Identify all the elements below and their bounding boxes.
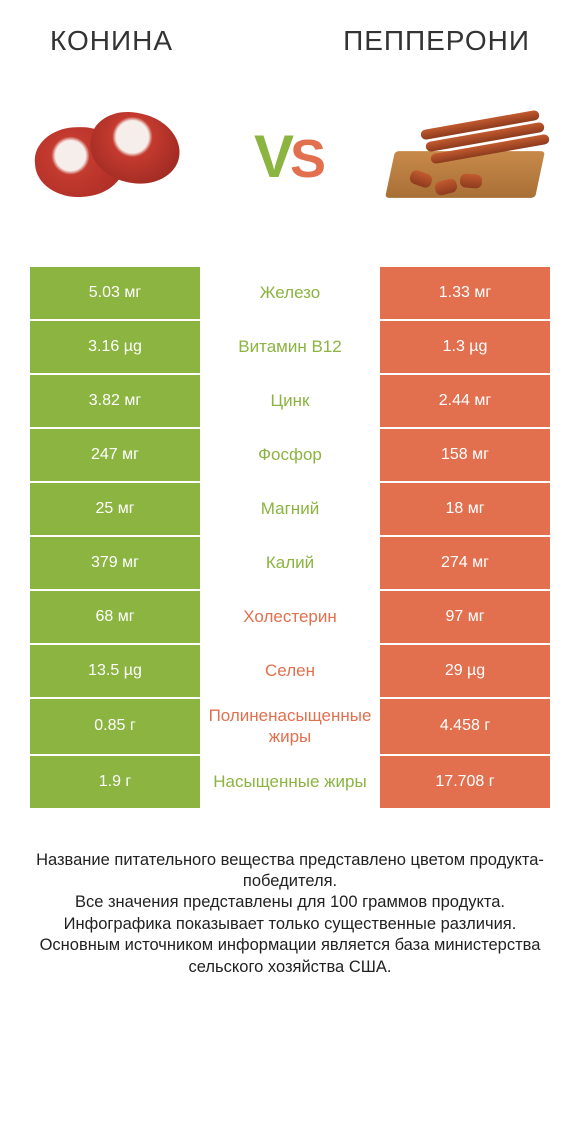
vs-s: S [290,132,326,186]
cell-left: 25 мг [30,483,200,535]
cell-left: 3.16 µg [30,321,200,373]
cell-right: 97 мг [380,591,550,643]
cell-left: 0.85 г [30,699,200,754]
cell-right: 158 мг [380,429,550,481]
cell-label: Насыщенные жиры [200,756,380,808]
steak-icon [35,107,195,207]
cell-left: 247 мг [30,429,200,481]
cell-left: 5.03 мг [30,267,200,319]
footer-line: Основным источником информации является … [25,935,555,978]
cell-left: 1.9 г [30,756,200,808]
cell-label: Калий [200,537,380,589]
title-right: ПЕППЕРОНИ [343,25,530,57]
cell-label: Селен [200,645,380,697]
cell-label: Цинк [200,375,380,427]
table-row: 1.9 гНасыщенные жиры17.708 г [30,756,550,808]
title-left: КОНИНА [50,25,173,57]
table-row: 379 мгКалий274 мг [30,537,550,589]
table-row: 3.16 µgВитамин B121.3 µg [30,321,550,373]
cell-right: 1.3 µg [380,321,550,373]
footer-line: Инфографика показывает только существенн… [25,914,555,935]
cell-right: 18 мг [380,483,550,535]
cell-label: Полиненасыщенные жиры [200,699,380,754]
cell-right: 29 µg [380,645,550,697]
footer-line: Название питательного вещества представл… [25,850,555,893]
cell-right: 4.458 г [380,699,550,754]
cell-right: 17.708 г [380,756,550,808]
table-row: 0.85 гПолиненасыщенные жиры4.458 г [30,699,550,754]
footer: Название питательного вещества представл… [0,810,580,979]
header: КОНИНА ПЕППЕРОНИ [0,0,580,67]
cell-label: Фосфор [200,429,380,481]
table-row: 25 мгМагний18 мг [30,483,550,535]
image-right [380,97,550,217]
footer-line: Все значения представлены для 100 граммо… [25,892,555,913]
cell-left: 3.82 мг [30,375,200,427]
cell-right: 1.33 мг [380,267,550,319]
image-left [30,97,200,217]
cell-right: 274 мг [380,537,550,589]
cell-label: Холестерин [200,591,380,643]
cell-label: Магний [200,483,380,535]
hero: V S [0,67,580,267]
cell-left: 13.5 µg [30,645,200,697]
sausage-icon [380,102,550,212]
table-row: 68 мгХолестерин97 мг [30,591,550,643]
table-row: 13.5 µgСелен29 µg [30,645,550,697]
cell-label: Железо [200,267,380,319]
table-row: 3.82 мгЦинк2.44 мг [30,375,550,427]
vs-v: V [254,127,294,187]
cell-left: 68 мг [30,591,200,643]
cell-left: 379 мг [30,537,200,589]
cell-right: 2.44 мг [380,375,550,427]
cell-label: Витамин B12 [200,321,380,373]
table-row: 5.03 мгЖелезо1.33 мг [30,267,550,319]
vs-label: V S [254,127,326,187]
comparison-table: 5.03 мгЖелезо1.33 мг3.16 µgВитамин B121.… [0,267,580,808]
table-row: 247 мгФосфор158 мг [30,429,550,481]
